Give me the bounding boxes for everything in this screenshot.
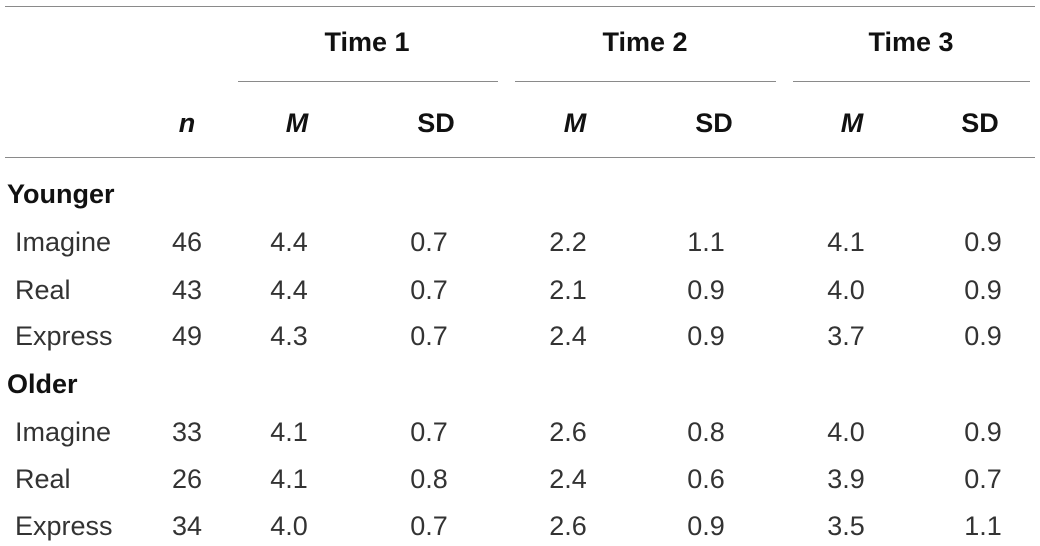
t2-sd-value: 0.9: [687, 321, 725, 351]
header-time2: Time 2: [602, 27, 688, 57]
t1-mean-value: 4.4: [270, 227, 308, 257]
header-t3-sd: SD: [961, 108, 999, 138]
condition-label: Imagine: [15, 417, 112, 447]
t2-mean-value: 2.6: [549, 417, 587, 447]
header-n: n: [178, 108, 196, 138]
condition-label: Imagine: [15, 227, 112, 257]
t2-sd-value: 0.9: [687, 275, 725, 305]
t1-sd-value: 0.7: [410, 321, 448, 351]
header-t2-sd: SD: [695, 108, 733, 138]
t3-mean-value: 4.0: [827, 275, 865, 305]
t1-mean-value: 4.1: [270, 464, 308, 494]
t2-mean-value: 2.1: [549, 275, 587, 305]
t1-mean-value: 4.1: [270, 417, 308, 447]
t2-sd-value: 0.8: [687, 417, 725, 447]
t3-sd-value: 0.9: [964, 321, 1002, 351]
t2-mean-value: 2.2: [549, 227, 587, 257]
section-label-older: Older: [7, 369, 78, 399]
t1-sd-value: 0.8: [410, 464, 448, 494]
n-value: 34: [171, 511, 203, 541]
header-t2-mean: M: [563, 108, 587, 138]
t3-sd-value: 0.9: [964, 227, 1002, 257]
condition-label: Express: [15, 511, 113, 541]
t2-mean-value: 2.6: [549, 511, 587, 541]
t3-sd-value: 0.7: [964, 464, 1002, 494]
t3-sd-value: 1.1: [964, 511, 1002, 541]
t3-mean-value: 4.1: [827, 227, 865, 257]
t3-mean-value: 4.0: [827, 417, 865, 447]
t2-sd-value: 0.9: [687, 511, 725, 541]
t2-mean-value: 2.4: [549, 464, 587, 494]
n-value: 49: [171, 321, 203, 351]
t2-sd-value: 1.1: [687, 227, 725, 257]
t1-mean-value: 4.4: [270, 275, 308, 305]
header-t3-mean: M: [840, 108, 864, 138]
t3-sd-value: 0.9: [964, 417, 1002, 447]
n-value: 43: [171, 275, 203, 305]
section-label-younger: Younger: [7, 179, 115, 209]
time1-underline: [238, 81, 498, 82]
header-t1-sd: SD: [417, 108, 455, 138]
header-time1: Time 1: [324, 27, 410, 57]
t1-mean-value: 4.3: [270, 321, 308, 351]
t1-mean-value: 4.0: [270, 511, 308, 541]
t1-sd-value: 0.7: [410, 275, 448, 305]
condition-label: Express: [15, 321, 113, 351]
n-value: 26: [171, 464, 203, 494]
t3-mean-value: 3.9: [827, 464, 865, 494]
condition-label: Real: [15, 464, 71, 494]
time2-underline: [515, 81, 776, 82]
t3-mean-value: 3.5: [827, 511, 865, 541]
t3-mean-value: 3.7: [827, 321, 865, 351]
n-value: 46: [171, 227, 203, 257]
t2-sd-value: 0.6: [687, 464, 725, 494]
header-bottom-rule: [5, 157, 1035, 158]
header-time3: Time 3: [868, 27, 954, 57]
t1-sd-value: 0.7: [410, 227, 448, 257]
header-t1-mean: M: [285, 108, 309, 138]
t2-mean-value: 2.4: [549, 321, 587, 351]
time3-underline: [793, 81, 1030, 82]
t3-sd-value: 0.9: [964, 275, 1002, 305]
t1-sd-value: 0.7: [410, 417, 448, 447]
n-value: 33: [171, 417, 203, 447]
t1-sd-value: 0.7: [410, 511, 448, 541]
top-rule: [5, 6, 1035, 7]
condition-label: Real: [15, 275, 71, 305]
